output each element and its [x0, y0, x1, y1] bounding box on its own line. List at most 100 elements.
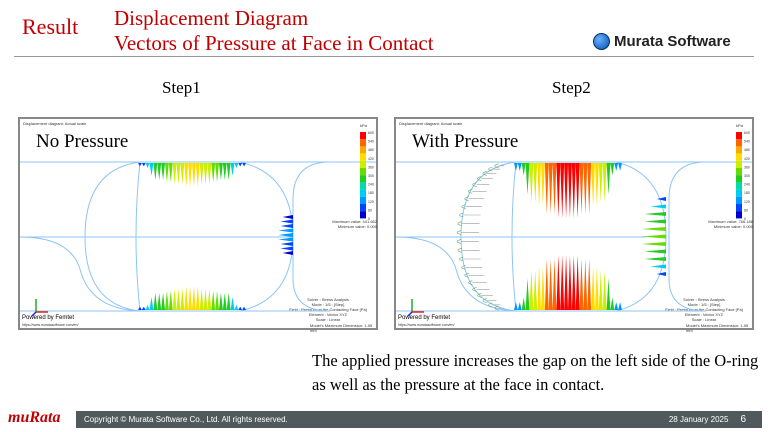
- pressure-vector: [226, 163, 231, 181]
- legend-color: [360, 175, 366, 183]
- legend-color: [360, 139, 366, 147]
- pressure-vector: [230, 163, 235, 176]
- pressure-vector: [280, 242, 293, 246]
- legend-color: [360, 132, 366, 140]
- pressure-vector: [656, 197, 666, 201]
- powered-by: Powered by Femtet: [398, 315, 451, 321]
- pressure-vector: [282, 215, 293, 219]
- pressure-vector: [195, 163, 200, 187]
- pressure-vector: [188, 163, 192, 187]
- pressure-vector: [226, 292, 231, 310]
- pressure-vector: [571, 163, 576, 218]
- pressure-vector: [610, 163, 615, 176]
- pressure-vector: [149, 297, 154, 310]
- pressure-vector: [598, 163, 603, 203]
- legend-color: [736, 182, 742, 190]
- pressure-vector: [203, 288, 208, 310]
- legend-tick: 180: [368, 191, 374, 195]
- pressure-vector: [587, 163, 592, 215]
- pressure-vector: [514, 163, 518, 171]
- legend-color: [736, 204, 742, 212]
- step2-diagram: Displacement diagram: Actual scale With …: [394, 117, 754, 333]
- femtet-url[interactable]: https://www.muratasoftware.com/en/: [398, 323, 455, 327]
- legend-tick: 180: [744, 191, 750, 195]
- diagram-caption: Displacement diagram: Actual scale: [399, 121, 463, 126]
- legend-tick: 300: [744, 174, 750, 178]
- pressure-vector: [168, 163, 173, 183]
- legend-tick: 600: [368, 131, 374, 135]
- legend-tick: 540: [368, 140, 374, 144]
- powered-by: Powered by Femtet: [22, 315, 75, 321]
- dimension-info: Model's Maximum Dimension: 1.95 mm: [686, 323, 749, 333]
- pressure-vector: [544, 163, 549, 215]
- legend-tick: 480: [744, 148, 750, 152]
- pressure-vector: [641, 234, 666, 239]
- title-divider: [14, 56, 754, 57]
- pressure-vector: [541, 163, 545, 207]
- pressure-vector: [644, 219, 666, 224]
- pressure-vector: [575, 255, 580, 310]
- pressure-vector: [203, 163, 208, 185]
- pressure-vector: [234, 163, 239, 169]
- pressure-vector: [595, 163, 599, 207]
- pressure-vector: [199, 163, 204, 185]
- legend-color: [736, 160, 742, 168]
- legend-color: [736, 153, 742, 161]
- title-line-2: Vectors of Pressure at Face in Contact: [114, 31, 434, 55]
- pressure-vector: [591, 266, 595, 310]
- legend-color: [360, 189, 366, 197]
- legend-tick: 120: [368, 200, 374, 204]
- pressure-vector: [161, 163, 165, 181]
- pressure-vector: [514, 302, 518, 310]
- unit-label: kPa: [360, 123, 367, 128]
- pressure-vector: [180, 163, 185, 185]
- pressure-vector: [552, 258, 557, 310]
- pressure-vector: [207, 163, 212, 185]
- globe-icon: [593, 33, 610, 50]
- solver-info: Solver : Stress Analysis Mode : 1/5 : [St…: [665, 297, 743, 322]
- pressure-vector: [525, 163, 530, 195]
- pressure-vector: [587, 258, 592, 310]
- femtet-url[interactable]: https://www.muratasoftware.com/en/: [22, 323, 79, 327]
- pressure-vector: [595, 266, 599, 310]
- pressure-vector: [641, 227, 666, 231]
- pressure-vector: [517, 302, 522, 310]
- pressure-vector: [598, 270, 603, 310]
- pressure-vector: [537, 163, 541, 207]
- legend-tick: 60: [744, 208, 748, 212]
- pressure-vector: [602, 163, 607, 203]
- pressure-vector: [583, 258, 588, 310]
- pressure-vector: [533, 163, 538, 203]
- pressure-vector: [176, 163, 181, 185]
- pressure-vector: [211, 163, 216, 183]
- pressure-vector: [278, 233, 293, 237]
- pressure-vector: [234, 304, 239, 310]
- pressure-vector: [215, 290, 219, 310]
- pressure-vector: [579, 258, 584, 310]
- pressure-vector: [280, 219, 293, 224]
- pressure-vector: [141, 306, 146, 310]
- panel-title: No Pressure: [36, 131, 129, 152]
- legend-color: [360, 160, 366, 168]
- min-value: Minimum value: 0.000: [713, 224, 753, 229]
- title-line-1: Displacement Diagram: [114, 6, 309, 30]
- pressure-vector: [568, 163, 572, 218]
- pressure-vector: [521, 297, 526, 310]
- pressure-vector: [180, 288, 185, 310]
- legend-color: [360, 211, 366, 219]
- pressure-vector: [278, 228, 293, 233]
- legend-tick: 0: [368, 217, 370, 221]
- pressure-vector: [564, 255, 568, 310]
- legend-tick: 540: [744, 140, 750, 144]
- pressure-vector: [552, 163, 557, 215]
- pressure-vector: [157, 292, 162, 310]
- pressure-vector: [583, 163, 588, 215]
- pressure-vector: [141, 163, 146, 167]
- pressure-vector: [525, 278, 530, 310]
- pressure-vector: [650, 264, 666, 269]
- pressure-vector: [219, 292, 223, 310]
- unit-label: kPa: [736, 123, 743, 128]
- pressure-vector: [219, 163, 223, 181]
- pressure-vector: [138, 163, 142, 167]
- legend-tick: 60: [368, 208, 372, 212]
